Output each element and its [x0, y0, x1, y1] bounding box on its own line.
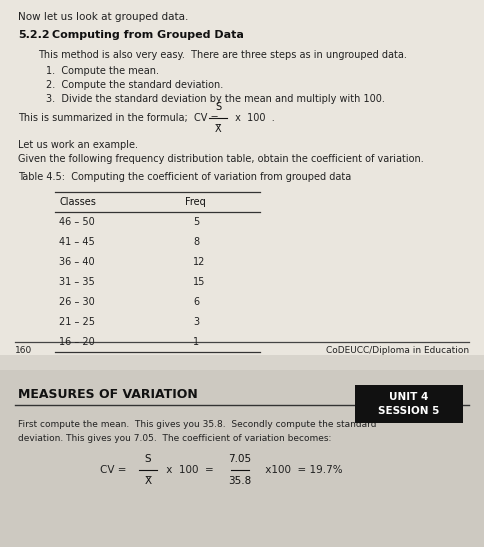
Text: 6: 6 [193, 297, 199, 307]
Text: 1: 1 [193, 337, 199, 347]
Text: 46 – 50: 46 – 50 [59, 217, 95, 227]
Text: 15: 15 [193, 277, 205, 287]
Text: Table 4.5:  Computing the coefficient of variation from grouped data: Table 4.5: Computing the coefficient of … [18, 172, 351, 182]
Text: x  100  =: x 100 = [163, 465, 214, 475]
Text: 160: 160 [15, 346, 32, 355]
Text: 36 – 40: 36 – 40 [59, 257, 95, 267]
Text: Classes: Classes [59, 197, 96, 207]
Text: S: S [145, 454, 151, 464]
Text: UNIT 4: UNIT 4 [389, 392, 429, 402]
Text: X̅: X̅ [144, 476, 151, 486]
Text: 7.05: 7.05 [228, 454, 252, 464]
Text: 12: 12 [193, 257, 205, 267]
Text: 41 – 45: 41 – 45 [59, 237, 95, 247]
Text: 26 – 30: 26 – 30 [59, 297, 95, 307]
Text: S: S [215, 102, 221, 112]
Text: Given the following frequency distribution table, obtain the coefficient of vari: Given the following frequency distributi… [18, 154, 424, 164]
Text: deviation. This gives you 7.05.  The coefficient of variation becomes:: deviation. This gives you 7.05. The coef… [18, 434, 332, 443]
Text: Let us work an example.: Let us work an example. [18, 140, 138, 150]
Text: Now let us look at grouped data.: Now let us look at grouped data. [18, 12, 188, 22]
Text: First compute the mean.  This gives you 35.8.  Secondly compute the standard: First compute the mean. This gives you 3… [18, 420, 377, 429]
Text: This is summarized in the formula;  CV =: This is summarized in the formula; CV = [18, 113, 219, 123]
Text: 31 – 35: 31 – 35 [59, 277, 95, 287]
Text: CV =: CV = [100, 465, 126, 475]
FancyBboxPatch shape [355, 385, 463, 423]
Text: 1.  Compute the mean.: 1. Compute the mean. [46, 66, 159, 76]
Text: MEASURES OF VARIATION: MEASURES OF VARIATION [18, 388, 198, 401]
Text: 5.2.2: 5.2.2 [18, 30, 50, 40]
Text: This method is also very easy.  There are three steps as in ungrouped data.: This method is also very easy. There are… [38, 50, 407, 60]
Text: SESSION 5: SESSION 5 [378, 406, 439, 416]
Text: Freq: Freq [185, 197, 206, 207]
Bar [0, 0, 484, 355]
Text: 21 – 25: 21 – 25 [59, 317, 95, 327]
Text: Computing from Grouped Data: Computing from Grouped Data [52, 30, 244, 40]
Text: X̅: X̅ [215, 124, 221, 134]
Text: 3.  Divide the standard deviation by the mean and multiply with 100.: 3. Divide the standard deviation by the … [46, 94, 385, 104]
Text: 3: 3 [193, 317, 199, 327]
Text: 35.8: 35.8 [228, 476, 252, 486]
Text: CoDEUCC/Diploma in Education: CoDEUCC/Diploma in Education [326, 346, 469, 355]
Bar [0, 370, 484, 547]
Text: 8: 8 [193, 237, 199, 247]
Text: 2.  Compute the standard deviation.: 2. Compute the standard deviation. [46, 80, 223, 90]
Text: x  100  .: x 100 . [232, 113, 275, 123]
Text: x100  = 19.7%: x100 = 19.7% [262, 465, 343, 475]
Text: 5: 5 [193, 217, 199, 227]
Text: 16 – 20: 16 – 20 [59, 337, 95, 347]
